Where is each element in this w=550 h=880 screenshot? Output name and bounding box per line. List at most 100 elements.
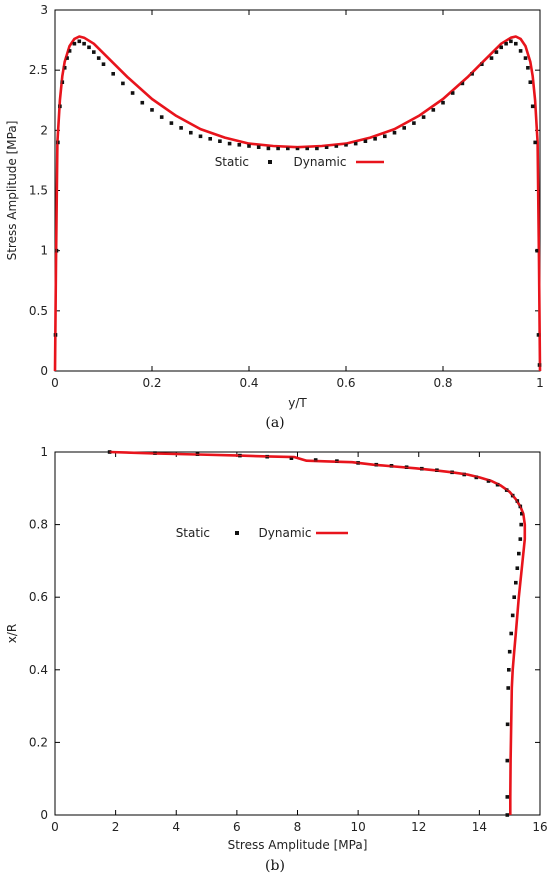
y-axis-label: Stress Amplitude [MPa] (5, 121, 19, 261)
data-point-static (526, 66, 530, 70)
x-tick-label: 16 (532, 820, 547, 834)
series-line-dynamic-overlay (109, 451, 526, 815)
data-point-static (286, 146, 290, 151)
data-point-static (506, 686, 510, 690)
data-point-static (489, 56, 494, 60)
data-point-static (72, 41, 77, 46)
data-point-static (208, 137, 212, 141)
legend: Static Dynamic (215, 155, 384, 169)
data-point-static (77, 39, 82, 44)
data-point-static (218, 139, 222, 143)
data-point-static (474, 475, 479, 480)
series-line-dynamic-overlay (54, 35, 541, 372)
data-point-static (519, 522, 523, 527)
legend-label-static: Static (215, 155, 249, 169)
data-point-static (121, 81, 125, 86)
data-point-static (505, 813, 510, 817)
y-tick-label: 1 (40, 445, 48, 459)
legend-marker-static (268, 160, 272, 164)
data-point-static (96, 56, 101, 60)
data-point-static (247, 144, 251, 148)
legend-label-dynamic: Dynamic (294, 155, 347, 169)
data-point-static (237, 143, 242, 147)
data-point-static (528, 80, 533, 84)
data-point-static (499, 45, 503, 50)
data-point-static (101, 62, 106, 66)
data-point-static (431, 108, 436, 112)
data-point-static (530, 104, 535, 109)
y-tick-label: 2 (40, 123, 48, 137)
data-point-static (169, 121, 174, 125)
series-line-dynamic (109, 450, 527, 815)
x-tick-label: 0.2 (142, 376, 161, 390)
y-axis-label: x/R (5, 624, 19, 643)
data-point-static (412, 121, 416, 125)
figure-caption: (b) (265, 858, 285, 874)
data-point-static (266, 146, 271, 151)
data-point-static (509, 39, 513, 44)
data-point-static (441, 100, 445, 105)
data-point-static (460, 81, 465, 86)
data-point-static (92, 50, 96, 54)
data-point-static (514, 580, 518, 585)
x-axis-label: Stress Amplitude [MPa] (228, 838, 368, 852)
data-point-static (383, 134, 387, 139)
data-point-static (480, 62, 484, 66)
data-point-static (504, 41, 508, 46)
data-point-static (295, 146, 300, 151)
y-tick-label: 1.5 (29, 184, 48, 198)
data-point-static (227, 141, 232, 146)
x-tick-label: 0.4 (239, 376, 258, 390)
data-point-static (536, 333, 541, 337)
series-line-dynamic (53, 35, 542, 372)
data-point-static (65, 56, 69, 60)
data-point-static (514, 41, 518, 46)
y-tick-label: 0 (40, 808, 48, 822)
x-tick-label: 6 (233, 820, 241, 834)
y-tick-label: 0.5 (29, 304, 48, 318)
data-point-static (392, 130, 397, 135)
y-tick-label: 2.5 (29, 63, 48, 77)
data-point-static (198, 134, 203, 139)
data-point-static (363, 139, 368, 143)
data-point-static (111, 72, 115, 76)
y-tick-label: 0.4 (29, 663, 48, 677)
data-point-static (450, 91, 455, 95)
data-point-static (523, 56, 528, 60)
data-point-static (421, 115, 426, 119)
legend: Static Dynamic (176, 526, 348, 540)
chart-b: 0 2 4 6 8 10 12 14 16 0 0.2 0.4 0.6 0.8 1 Stress Amplit… (5, 445, 548, 874)
data-point-static (289, 456, 294, 460)
legend-label-dynamic: Dynamic (259, 526, 312, 540)
data-point-static (189, 130, 193, 135)
data-point-static (517, 551, 521, 556)
y-tick-label: 0.6 (29, 590, 48, 604)
x-tick-label: 14 (472, 820, 487, 834)
figure-caption: (a) (265, 415, 284, 431)
data-point-static (130, 91, 135, 95)
data-point-static (334, 144, 339, 148)
y-tick-label: 3 (40, 3, 48, 17)
data-point-static (344, 143, 348, 147)
data-point-static (533, 140, 537, 145)
data-point-static (140, 100, 145, 105)
legend-marker-static (235, 531, 239, 535)
data-point-static (518, 49, 523, 53)
data-point-static (67, 49, 72, 53)
data-point-static (313, 458, 318, 462)
y-tick-label: 1 (40, 244, 48, 258)
data-point-static (62, 66, 67, 70)
data-point-static (150, 108, 154, 112)
x-tick-label: 8 (294, 820, 302, 834)
y-tick-label: 0.8 (29, 518, 48, 532)
data-point-static (509, 631, 513, 636)
legend-label-static: Static (176, 526, 210, 540)
data-point-static (510, 613, 515, 618)
data-point-static (505, 758, 510, 763)
data-point-static (507, 668, 511, 672)
x-tick-label: 0.6 (336, 376, 355, 390)
data-point-static (505, 722, 510, 727)
data-point-static (515, 566, 520, 570)
data-point-static (373, 137, 377, 141)
